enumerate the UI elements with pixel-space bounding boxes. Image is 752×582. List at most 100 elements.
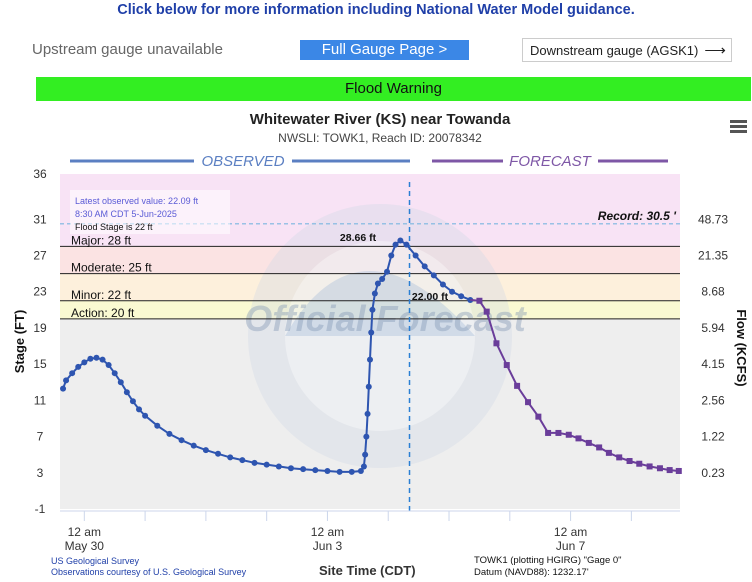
observed-point <box>363 433 370 440</box>
observed-point <box>251 459 258 466</box>
observed-point <box>239 457 246 464</box>
observed-point <box>369 306 376 313</box>
chart-menu-icon[interactable] <box>730 120 747 134</box>
forecast-section-label: FORECAST <box>509 153 593 170</box>
flow-tick-label: 1.22 <box>701 430 725 444</box>
observed-section-label: OBSERVED <box>201 153 284 170</box>
section-headers: OBSERVED FORECAST <box>70 153 668 170</box>
observed-point <box>430 272 437 279</box>
forecast-point <box>555 429 562 436</box>
full-gauge-page-button[interactable]: Full Gauge Page > <box>300 40 469 60</box>
observed-point <box>129 398 136 405</box>
peak-value-label: 28.66 ft <box>340 232 377 244</box>
observed-point <box>117 379 124 386</box>
forecast-point <box>666 467 673 474</box>
seal-ring <box>248 204 512 468</box>
record-label: Record: 30.5 ' <box>598 209 677 223</box>
y-tick-label: 23 <box>33 285 47 299</box>
annotation-layer: Major: 28 ft Moderate: 25 ft Minor: 22 ft A… <box>70 190 449 320</box>
observed-point <box>215 450 222 457</box>
y2-axis-title: Flow (KCFS) <box>734 309 749 386</box>
y-tick-label: 15 <box>33 357 47 371</box>
observed-point <box>87 355 94 362</box>
category-label-0: Major: 28 ft <box>71 233 132 247</box>
observed-point <box>397 237 404 244</box>
forecast-point <box>616 454 623 461</box>
observed-point <box>364 410 371 417</box>
observed-point <box>384 268 391 275</box>
observed-point <box>467 296 474 303</box>
category-label-1: Moderate: 25 ft <box>71 261 152 275</box>
y-tick-label: 27 <box>33 248 47 262</box>
forecast-point <box>656 465 663 472</box>
forecast-point <box>514 382 521 389</box>
category-lines: Record: 30.5 ' <box>60 182 680 511</box>
nwm-info-link[interactable]: Click below for more information includi… <box>117 2 635 18</box>
x-tick-date: May 30 <box>65 539 105 553</box>
observed-point <box>392 241 399 248</box>
site-info-datum: Datum (NAVD88): 1232.17' <box>474 567 589 578</box>
observed-point <box>123 389 130 396</box>
observed-point <box>300 466 307 473</box>
upstream-gauge-text: Upstream gauge unavailable <box>32 41 223 58</box>
hydrograph-chart: Whitewater River (KS) near Towanda NWSLI… <box>12 111 749 553</box>
forecast-point <box>675 467 682 474</box>
observed-point <box>105 362 112 369</box>
observed-point <box>312 467 319 474</box>
forecast-point <box>535 413 542 420</box>
flow-tick-label: 21.35 <box>698 248 728 262</box>
latest-note-box <box>70 190 230 234</box>
y-tick-label: 11 <box>34 393 47 407</box>
observed-point <box>403 241 410 248</box>
latest-note-line: Flood Stage is 22 ft <box>75 222 153 232</box>
category-band-1 <box>60 246 680 274</box>
category-label-3: Action: 20 ft <box>71 306 135 320</box>
category-band-2 <box>60 273 680 301</box>
arrow-right-icon: ⟶ <box>704 42 726 59</box>
downstream-gauge-button[interactable]: Downstream gauge (AGSK1) ⟶ <box>522 38 732 62</box>
observed-point <box>348 468 355 475</box>
forecast-point <box>585 439 592 446</box>
forecast-point <box>483 308 490 315</box>
observed-point <box>368 329 375 336</box>
observed-point <box>362 451 369 458</box>
flow-tick-label: 2.56 <box>701 393 725 407</box>
x-tick-label: 12 am <box>311 525 344 539</box>
x-tick-date: Jun 3 <box>313 539 343 553</box>
observed-point <box>93 354 100 361</box>
chart-title: Whitewater River (KS) near Towanda <box>250 111 511 128</box>
observed-point <box>336 468 343 475</box>
observed-point <box>190 442 197 449</box>
seal-bird <box>285 271 475 336</box>
downstream-gauge-label: Downstream gauge (AGSK1) <box>530 43 699 58</box>
forecast-point <box>503 362 510 369</box>
footer-credit-usgs[interactable]: US Geological Survey <box>51 556 140 566</box>
flood-warning-banner: Flood Warning <box>36 77 751 101</box>
observed-point <box>227 454 234 461</box>
observed-point <box>449 288 456 295</box>
seal-inner <box>285 241 475 431</box>
observed-point <box>60 385 67 392</box>
y-tick-label: 36 <box>33 167 47 181</box>
x-axis-title: Site Time (CDT) <box>319 563 416 578</box>
footer-credit-observations[interactable]: Observations courtesy of U.S. Geological… <box>51 567 247 577</box>
observed-point <box>166 430 173 437</box>
y-tick-label: 3 <box>37 466 44 480</box>
observed-point <box>263 461 270 468</box>
observed-point <box>81 359 88 366</box>
forecast-point <box>605 449 612 456</box>
y-tick-label: 31 <box>33 212 47 226</box>
forecast-point <box>545 429 552 436</box>
series-line-forecast <box>470 298 679 472</box>
flow-tick-label: 5.94 <box>701 321 725 335</box>
observed-point <box>178 437 185 444</box>
observed-point <box>324 467 331 474</box>
observed-point <box>63 377 70 384</box>
x-tick-date: Jun 7 <box>556 539 586 553</box>
observed-point <box>367 356 373 363</box>
forecast-point <box>525 399 532 406</box>
observed-point <box>202 447 209 454</box>
observed-point <box>111 370 118 377</box>
y-tick-label: -1 <box>35 502 46 516</box>
observed-point <box>421 263 428 270</box>
